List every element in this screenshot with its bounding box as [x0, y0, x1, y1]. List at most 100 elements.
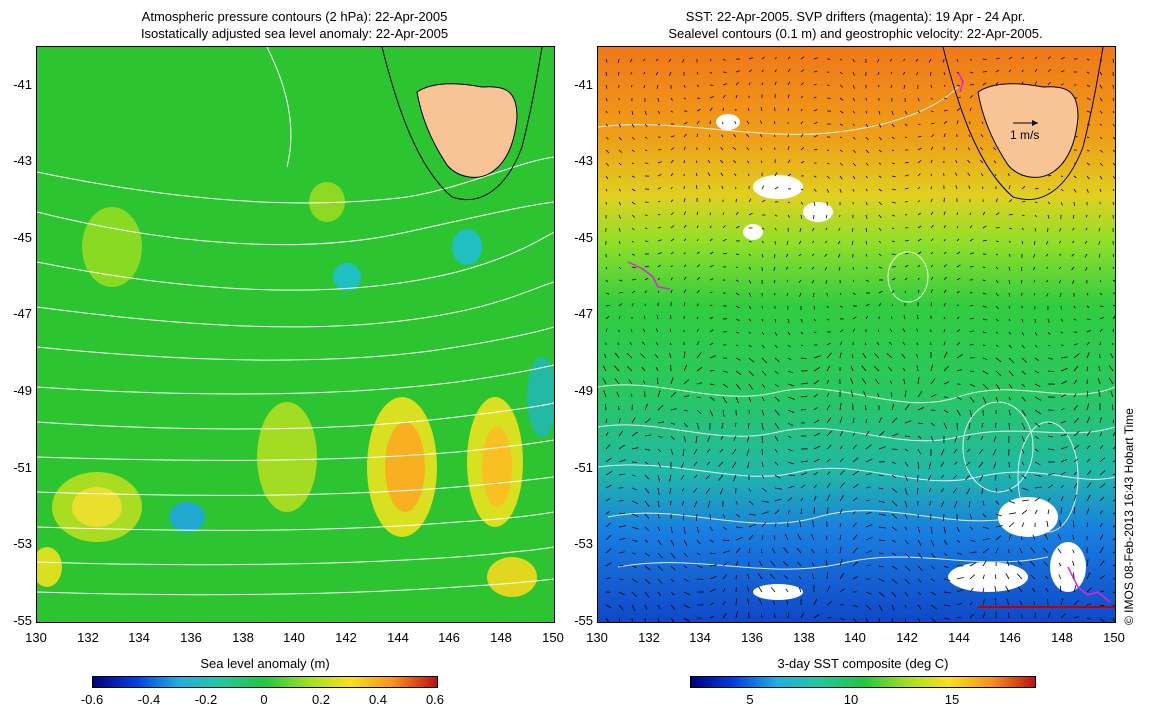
velocity-arrow: [709, 342, 714, 346]
velocity-arrow: [994, 598, 997, 606]
velocity-arrow: [995, 69, 1000, 73]
velocity-arrow: [1008, 357, 1015, 364]
velocity-arrow: [1112, 431, 1115, 437]
velocity-arrow: [943, 109, 948, 112]
left-colorbar-tick: -0.6: [80, 692, 104, 707]
velocity-arrow: [605, 97, 608, 102]
velocity-arrow: [890, 71, 893, 74]
velocity-arrow: [1112, 201, 1115, 206]
left-lon-tick: 136: [180, 630, 202, 645]
velocity-arrow: [1086, 458, 1091, 463]
velocity-arrow: [747, 598, 750, 606]
velocity-arrow: [982, 305, 987, 308]
velocity-arrow: [774, 292, 776, 296]
velocity-arrow: [1084, 240, 1088, 245]
velocity-arrow: [1047, 331, 1051, 335]
velocity-arrow: [1034, 331, 1038, 336]
velocity-arrow: [956, 539, 961, 543]
velocity-arrow: [605, 617, 610, 622]
velocity-arrow: [904, 474, 908, 482]
velocity-arrow: [774, 107, 776, 112]
velocity-arrow: [1030, 547, 1036, 554]
velocity-arrow: [644, 578, 651, 585]
velocity-arrow: [877, 392, 880, 398]
velocity-arrow: [982, 292, 987, 295]
velocity-arrow: [735, 95, 738, 99]
velocity-arrow: [1058, 562, 1062, 567]
velocity-arrow: [916, 354, 919, 359]
velocity-arrow: [865, 418, 868, 424]
velocity-arrow: [800, 161, 805, 164]
velocity-arrow: [709, 278, 714, 281]
velocity-arrow: [670, 539, 675, 547]
right-lat-tick: -47: [574, 306, 593, 321]
velocity-arrow: [1021, 186, 1026, 190]
velocity-arrow: [748, 240, 752, 243]
velocity-arrow: [891, 417, 898, 424]
velocity-arrow: [774, 461, 779, 466]
velocity-arrow: [891, 500, 898, 507]
velocity-arrow: [733, 435, 737, 441]
velocity-arrow: [683, 604, 691, 609]
velocity-arrow: [683, 84, 686, 88]
velocity-arrow: [813, 70, 818, 73]
velocity-arrow: [787, 81, 791, 86]
velocity-arrow: [774, 344, 778, 349]
velocity-arrow: [722, 561, 729, 567]
velocity-arrow: [916, 487, 919, 495]
velocity-arrow: [839, 470, 845, 476]
velocity-arrow: [928, 487, 932, 493]
velocity-arrow: [722, 71, 727, 73]
velocity-arrow: [813, 458, 820, 463]
velocity-arrow: [1072, 534, 1075, 541]
left-lat-tick: -47: [13, 306, 32, 321]
velocity-arrow: [774, 240, 776, 245]
velocity-arrow: [994, 585, 997, 593]
velocity-arrow: [696, 71, 699, 75]
velocity-arrow: [965, 461, 971, 467]
left-colorbar-tick: 0.4: [368, 692, 388, 707]
velocity-arrow: [956, 251, 961, 255]
velocity-arrow: [760, 613, 763, 619]
pressure-contours: [37, 47, 554, 596]
velocity-arrow: [657, 578, 663, 584]
velocity-arrow: [902, 328, 906, 333]
velocity-arrow: [1058, 266, 1062, 270]
velocity-arrow: [852, 444, 857, 450]
velocity-arrow: [1110, 390, 1114, 398]
velocity-arrow: [631, 500, 639, 504]
velocity-arrow: [1086, 366, 1089, 372]
velocity-arrow: [761, 240, 764, 244]
velocity-arrow: [826, 318, 830, 321]
velocity-arrow: [1060, 201, 1063, 206]
velocity-arrow: [670, 159, 674, 164]
velocity-arrow: [786, 292, 789, 296]
velocity-arrow: [982, 370, 989, 375]
tasmania-landmass-right: [977, 83, 1079, 178]
velocity-arrow: [825, 279, 828, 284]
velocity-arrow: [904, 539, 909, 545]
velocity-arrow: [878, 446, 886, 450]
velocity-arrow: [995, 253, 999, 256]
velocity-arrow: [747, 573, 750, 580]
velocity-arrow: [1073, 175, 1077, 179]
velocity-arrow: [644, 214, 648, 216]
velocity-arrow: [1099, 84, 1103, 89]
velocity-arrow: [993, 435, 997, 443]
velocity-arrow: [644, 461, 649, 465]
velocity-arrow: [618, 253, 621, 257]
velocity-arrow: [1072, 227, 1075, 231]
velocity-arrow: [748, 82, 751, 86]
velocity-arrow: [954, 172, 958, 177]
velocity-arrow: [774, 487, 782, 490]
velocity-arrow: [1021, 357, 1027, 363]
velocity-arrow: [787, 344, 791, 348]
velocity-arrow: [943, 329, 946, 333]
velocity-arrow: [642, 58, 646, 62]
velocity-arrow: [798, 586, 802, 593]
velocity-arrow: [785, 253, 789, 258]
velocity-arrow: [1112, 486, 1115, 489]
velocity-arrow: [774, 57, 777, 60]
velocity-arrow: [969, 574, 975, 580]
velocity-arrow: [956, 264, 961, 268]
